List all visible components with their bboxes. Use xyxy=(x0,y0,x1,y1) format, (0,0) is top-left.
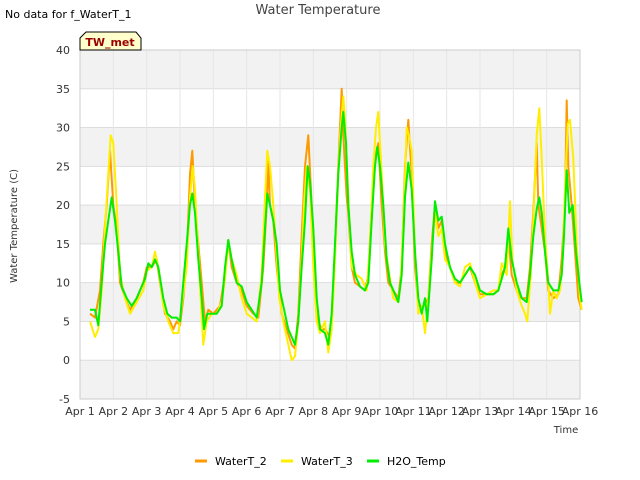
y-tick-label: 30 xyxy=(56,122,70,135)
plot-area-border xyxy=(79,49,581,400)
plot-band xyxy=(80,360,580,399)
y-axis-label: Water Temperature (C) xyxy=(9,169,20,283)
badge-shape xyxy=(79,31,142,51)
x-tick-label: Apr 12 xyxy=(428,405,465,418)
x-tick-label: Apr 10 xyxy=(362,405,399,418)
plot-band xyxy=(80,243,580,283)
y-tick-label: 5 xyxy=(63,315,70,328)
x-tick-label: Apr 4 xyxy=(165,405,195,418)
x-tick-label: Apr 9 xyxy=(332,405,362,418)
x-tick-label: Apr 3 xyxy=(132,405,162,418)
y-tick-label: 15 xyxy=(56,238,70,251)
x-tick-label: Apr 15 xyxy=(528,405,565,418)
x-tick-label: Apr 13 xyxy=(462,405,499,418)
x-tick-label: Apr 14 xyxy=(495,405,532,418)
plot-band xyxy=(80,205,580,244)
y-tick-label: 10 xyxy=(56,277,70,290)
no-data-message: No data for f_WaterT_1 xyxy=(5,8,132,21)
plot-band xyxy=(80,88,580,128)
x-tick-label: Apr 5 xyxy=(199,405,229,418)
plot-background-bands xyxy=(80,50,580,399)
y-tick-label: -5 xyxy=(59,393,70,406)
x-tick-label: Apr 8 xyxy=(299,405,329,418)
y-tick-label: 40 xyxy=(56,44,70,57)
tw-met-badge: TW_met xyxy=(79,31,142,51)
x-tick-label: Apr 6 xyxy=(232,405,262,418)
plot-band xyxy=(80,166,580,206)
x-tick-label: Apr 11 xyxy=(395,405,432,418)
series-line-h2o-temp xyxy=(90,111,583,346)
x-axis-label: Time xyxy=(553,425,578,436)
badge-text: TW_met xyxy=(85,36,134,49)
plot-band xyxy=(80,127,580,167)
x-tick-label: Apr 16 xyxy=(562,405,599,418)
legend: WaterT_2 WaterT_3 H2O_Temp xyxy=(195,455,446,468)
x-tick-label: Apr 1 xyxy=(65,405,95,418)
legend-label: WaterT_3 xyxy=(301,455,353,468)
x-tick-label: Apr 7 xyxy=(265,405,295,418)
y-tick-label: 0 xyxy=(63,354,70,367)
y-axis-ticks: -5 0 5 10 15 20 25 30 35 40 xyxy=(56,44,70,406)
y-tick-label: 25 xyxy=(56,160,70,173)
plot-band xyxy=(80,282,580,322)
chart-title: Water Temperature xyxy=(256,3,381,18)
x-axis-ticks: Apr 1 Apr 2 Apr 3 Apr 4 Apr 5 Apr 6 Apr 7 Apr 8… xyxy=(65,405,598,418)
legend-label: WaterT_2 xyxy=(215,455,267,468)
plot-band xyxy=(80,50,580,89)
y-tick-label: 20 xyxy=(56,199,70,212)
y-tick-label: 35 xyxy=(56,83,70,96)
series-lines xyxy=(89,87,583,362)
legend-label: H2O_Temp xyxy=(387,455,446,468)
x-tick-label: Apr 2 xyxy=(99,405,129,418)
